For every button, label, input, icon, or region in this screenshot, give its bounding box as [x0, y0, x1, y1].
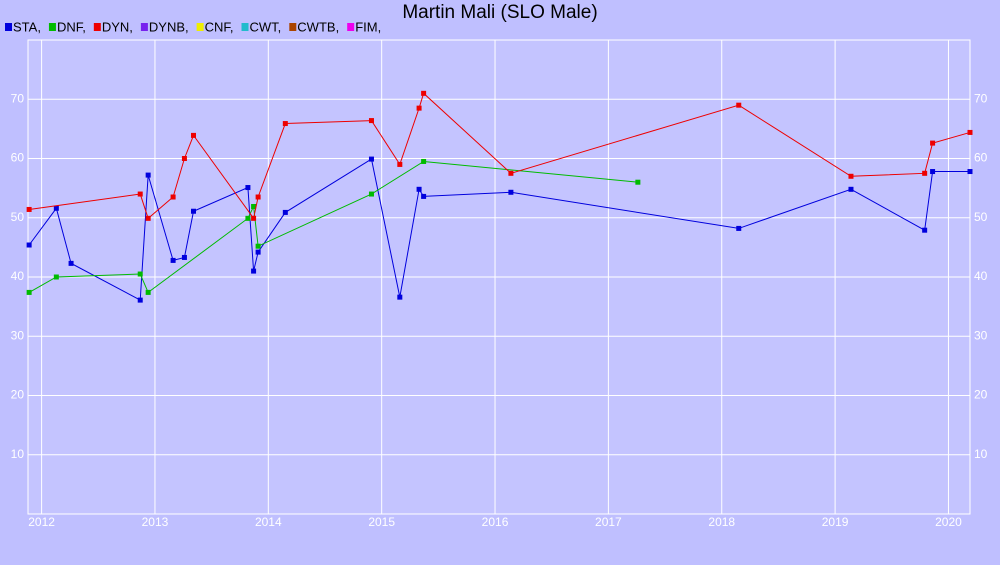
legend-label: CWT, — [250, 19, 282, 34]
x-tick-label: 2020 — [935, 515, 962, 529]
y-tick-label: 60 — [11, 151, 25, 165]
point — [251, 268, 257, 274]
legend-swatch — [347, 23, 355, 31]
point — [416, 105, 422, 111]
y-tick-label: 50 — [11, 210, 25, 224]
legend-swatch — [93, 23, 101, 31]
point — [848, 186, 854, 192]
point — [930, 169, 936, 175]
legend-swatch — [289, 23, 297, 31]
point — [967, 129, 973, 135]
legend-label: CNF, — [205, 19, 234, 34]
series-line — [28, 158, 970, 301]
point — [255, 243, 261, 249]
point — [26, 206, 32, 212]
point — [421, 193, 427, 199]
point — [421, 158, 427, 164]
point — [191, 208, 197, 214]
y2-tick-label: 20 — [974, 388, 988, 402]
chart-title: Martin Mali (SLO Male) — [402, 2, 597, 23]
point — [137, 297, 143, 303]
legend-label: STA, — [13, 19, 41, 34]
y2-tick-label: 50 — [974, 210, 988, 224]
point — [251, 215, 257, 221]
legend-swatch — [48, 23, 56, 31]
point — [736, 102, 742, 108]
legend-swatch — [5, 23, 12, 31]
y2-tick-label: 40 — [974, 269, 988, 283]
point — [170, 194, 176, 200]
point — [181, 254, 187, 260]
point — [245, 215, 251, 221]
point — [145, 289, 151, 295]
point — [397, 161, 403, 167]
point — [368, 191, 374, 197]
y2-tick-label: 10 — [974, 447, 988, 461]
point — [255, 194, 261, 200]
series-line — [28, 160, 638, 294]
legend-swatch — [140, 23, 148, 31]
point — [421, 90, 427, 96]
point — [53, 205, 59, 211]
legend-label: DYNB, — [149, 19, 189, 34]
x-tick-label: 2016 — [482, 515, 509, 529]
y2-tick-label: 70 — [974, 91, 988, 105]
point — [848, 173, 854, 179]
y-tick-label: 70 — [11, 91, 25, 105]
point — [191, 132, 197, 138]
point — [137, 271, 143, 277]
point — [368, 156, 374, 162]
x-tick-label: 2013 — [142, 515, 169, 529]
point — [255, 249, 261, 255]
point — [251, 203, 257, 209]
point — [137, 191, 143, 197]
point — [967, 169, 973, 175]
point — [53, 274, 59, 280]
point — [181, 156, 187, 161]
y2-tick-label: 30 — [974, 328, 988, 342]
point — [170, 257, 176, 263]
point — [282, 121, 288, 127]
point — [245, 185, 251, 191]
x-tick-label: 2014 — [255, 515, 282, 529]
point — [26, 242, 32, 248]
point — [508, 189, 514, 195]
y-tick-label: 30 — [11, 328, 25, 342]
x-tick-label: 2015 — [368, 515, 395, 529]
y-tick-label: 40 — [11, 269, 25, 283]
legend-label: DNF, — [57, 19, 86, 34]
point — [508, 170, 514, 176]
legend-swatch — [196, 23, 204, 31]
point — [635, 179, 641, 185]
y-tick-label: 20 — [11, 388, 25, 402]
point — [922, 227, 928, 233]
point — [145, 215, 151, 221]
point — [282, 209, 288, 215]
legend-label: FIM, — [355, 19, 381, 34]
point — [368, 118, 374, 124]
legend-swatch — [241, 23, 249, 31]
x-tick-label: 2018 — [708, 515, 735, 529]
point — [416, 186, 422, 192]
legend-label: CWTB, — [297, 19, 339, 34]
x-tick-label: 2012 — [28, 515, 55, 529]
x-tick-label: 2019 — [822, 515, 849, 529]
point — [68, 260, 74, 266]
x-tick-label: 2017 — [595, 515, 622, 529]
point — [145, 172, 151, 178]
y2-tick-label: 60 — [974, 151, 988, 165]
legend-label: DYN, — [102, 19, 133, 34]
point — [26, 289, 32, 295]
point — [922, 170, 928, 176]
point — [930, 140, 936, 146]
point — [397, 294, 403, 300]
point — [736, 225, 742, 231]
y-tick-label: 10 — [11, 447, 25, 461]
